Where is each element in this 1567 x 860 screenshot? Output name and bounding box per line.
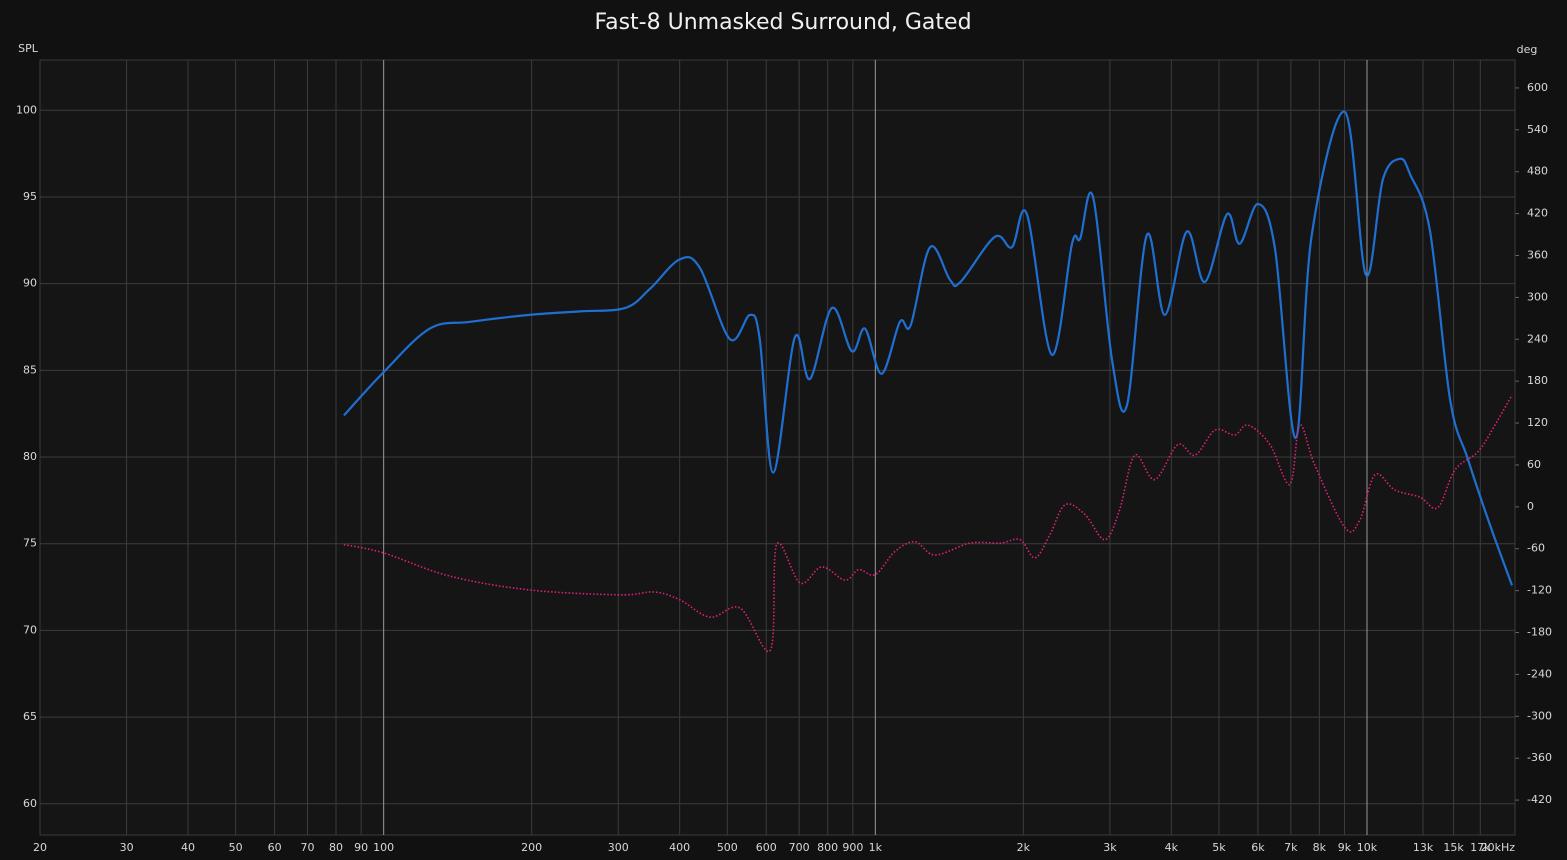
x-tick-label: 20 <box>33 841 47 854</box>
x-tick-label: 5k <box>1212 841 1226 854</box>
y-tick-label: 95 <box>23 190 37 203</box>
x-tick-label: 300 <box>608 841 629 854</box>
y-tick-label: 90 <box>23 277 37 290</box>
y2-tick-label: 0 <box>1527 500 1534 513</box>
x-tick-label: 13k <box>1413 841 1434 854</box>
x-tick-label: 80 <box>329 841 343 854</box>
x-tick-label: 30 <box>120 841 134 854</box>
y2-tick-label: 600 <box>1527 81 1548 94</box>
y2-tick-label: -240 <box>1527 667 1552 680</box>
y2-tick-label: -300 <box>1527 709 1552 722</box>
x-tick-label: 100 <box>373 841 394 854</box>
x-tick-label: 3k <box>1103 841 1117 854</box>
x-tick-label: 40 <box>181 841 195 854</box>
x-tick-label: 1k <box>869 841 883 854</box>
y2-tick-label: -60 <box>1527 542 1545 555</box>
y-tick-label: 65 <box>23 710 37 723</box>
y-axis-label: SPL <box>18 42 39 55</box>
x-tick-label: 15k <box>1443 841 1464 854</box>
x-tick-label: 6k <box>1251 841 1265 854</box>
y-tick-label: 80 <box>23 450 37 463</box>
y2-axis-label: deg <box>1517 43 1538 56</box>
x-tick-label: 2k <box>1017 841 1031 854</box>
series-line <box>343 110 1514 586</box>
y2-tick-label: 60 <box>1527 458 1541 471</box>
y2-tick-label: -420 <box>1527 793 1552 806</box>
x-tick-label: 500 <box>717 841 738 854</box>
x-tick-label: 7k <box>1284 841 1298 854</box>
y2-tick-label: -180 <box>1527 626 1552 639</box>
x-tick-label: 4k <box>1165 841 1179 854</box>
y2-tick-label: -120 <box>1527 584 1552 597</box>
x-tick-label: 20kHz <box>1481 841 1516 854</box>
y2-tick-label: 420 <box>1527 207 1548 220</box>
x-tick-label: 17k <box>1470 841 1491 854</box>
x-tick-label: 900 <box>842 841 863 854</box>
x-tick-label: 50 <box>229 841 243 854</box>
y2-tick-label: 360 <box>1527 248 1548 261</box>
x-tick-label: 9k <box>1338 841 1352 854</box>
plot-area <box>39 59 1516 836</box>
x-tick-label: 10k <box>1357 841 1378 854</box>
x-tick-label: 700 <box>789 841 810 854</box>
x-tick-label: 600 <box>756 841 777 854</box>
x-tick-label: 400 <box>669 841 690 854</box>
y2-tick-label: 240 <box>1527 332 1548 345</box>
x-tick-label: 8k <box>1313 841 1327 854</box>
series-line <box>343 394 1513 653</box>
y-tick-label: 100 <box>16 103 37 116</box>
x-tick-label: 70 <box>301 841 315 854</box>
x-tick-label: 800 <box>817 841 838 854</box>
x-tick-label: 90 <box>354 841 368 854</box>
x-tick-label: 200 <box>521 841 542 854</box>
chart-title: Fast-8 Unmasked Surround, Gated <box>594 10 971 35</box>
y2-tick-label: 180 <box>1527 374 1548 387</box>
y2-tick-label: 300 <box>1527 290 1548 303</box>
y-tick-label: 60 <box>23 797 37 810</box>
y-tick-label: 85 <box>23 363 37 376</box>
y2-tick-label: 120 <box>1527 416 1548 429</box>
y2-tick-label: -360 <box>1527 751 1552 764</box>
y2-tick-label: 480 <box>1527 165 1548 178</box>
y-tick-label: 70 <box>23 623 37 636</box>
x-tick-label: 60 <box>268 841 282 854</box>
y-tick-label: 75 <box>23 537 37 550</box>
y2-tick-label: 540 <box>1527 123 1548 136</box>
